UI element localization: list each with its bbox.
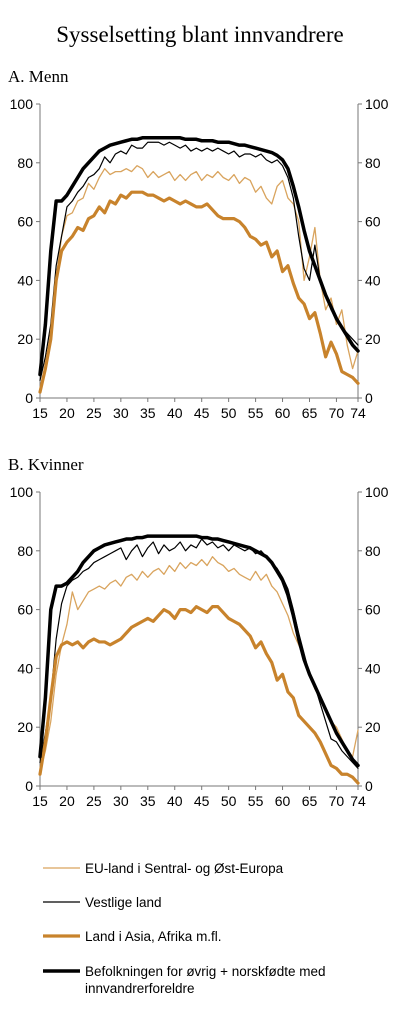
series-line-vest	[39, 141, 359, 381]
x-tick-label: 55	[248, 793, 264, 809]
x-tick-label: 65	[302, 793, 318, 809]
legend: EU-land i Sentral- og Øst-Europa Vestlig…	[43, 861, 326, 996]
legend-label-vest: Vestlige land	[85, 895, 162, 910]
y-tick-label-right: 0	[365, 390, 373, 406]
x-tick-label: 15	[32, 793, 48, 809]
chart-panel-menn: A. Menn 0 0 20 20 40 40 60 60 80 80 100 100 15 20 25 30…	[8, 67, 389, 421]
legend-item-vest: Vestlige land	[43, 895, 162, 910]
series-line-vest	[39, 538, 359, 769]
x-tick-label: 70	[329, 793, 345, 809]
panel-title-menn: A. Menn	[8, 67, 69, 86]
tick-group: 0 0 20 20 40 40 60 60 80 80 100 100 15 20 25 30 35 40 45 50…	[10, 96, 389, 421]
y-tick-label-right: 0	[365, 778, 373, 794]
series-group	[38, 136, 360, 394]
series-line-eu	[39, 556, 359, 772]
x-tick-label: 70	[329, 405, 345, 421]
series-line-befolkning	[38, 136, 360, 377]
y-tick-label-right: 20	[365, 719, 381, 735]
y-tick-label-left: 0	[25, 390, 33, 406]
x-tick-label: 50	[221, 405, 237, 421]
series-line-asia	[38, 190, 360, 394]
x-tick-label: 55	[248, 405, 264, 421]
y-tick-label-left: 0	[25, 778, 33, 794]
y-tick-label-left: 60	[17, 602, 33, 618]
x-tick-label: 40	[167, 405, 183, 421]
figure-title: Sysselsetting blant innvandrere	[56, 22, 343, 47]
chart-panel-kvinner: B. Kvinner 0 0 20 20 40 40 60 60 80 80 100 100 15 20 2…	[8, 455, 389, 809]
x-tick-label: 15	[32, 405, 48, 421]
y-tick-label-right: 20	[365, 331, 381, 347]
y-tick-label-left: 80	[17, 155, 33, 171]
x-tick-label: 50	[221, 793, 237, 809]
y-tick-label-right: 60	[365, 602, 381, 618]
y-tick-label-right: 40	[365, 660, 381, 676]
x-tick-label: 35	[140, 405, 156, 421]
y-tick-label-left: 60	[17, 214, 33, 230]
x-tick-label: 65	[302, 405, 318, 421]
y-tick-label-right: 40	[365, 272, 381, 288]
x-tick-label: 60	[275, 793, 291, 809]
series-group	[38, 534, 360, 785]
y-tick-label-left: 100	[10, 96, 34, 112]
legend-label-befolkning-line1: Befolkningen for øvrig + norskfødte med	[85, 964, 326, 979]
legend-label-asia: Land i Asia, Afrika m.fl.	[85, 929, 222, 944]
y-tick-label-right: 100	[365, 484, 389, 500]
series-line-eu	[39, 165, 359, 390]
y-tick-label-left: 20	[17, 331, 33, 347]
y-tick-label-left: 20	[17, 719, 33, 735]
x-tick-label: 74	[350, 793, 366, 809]
y-tick-label-left: 40	[17, 272, 33, 288]
x-tick-label: 30	[113, 405, 129, 421]
x-tick-label: 20	[59, 405, 75, 421]
legend-item-eu: EU-land i Sentral- og Øst-Europa	[43, 861, 284, 876]
panel-title-kvinner: B. Kvinner	[8, 455, 84, 474]
y-tick-label-left: 100	[10, 484, 34, 500]
legend-item-asia: Land i Asia, Afrika m.fl.	[43, 929, 222, 944]
y-tick-label-right: 100	[365, 96, 389, 112]
y-tick-label-right: 60	[365, 214, 381, 230]
y-tick-label-left: 80	[17, 543, 33, 559]
x-tick-label: 20	[59, 793, 75, 809]
tick-group: 0 0 20 20 40 40 60 60 80 80 100 100 15 20 25 30 35 40 45 50…	[10, 484, 389, 809]
y-tick-label-left: 40	[17, 660, 33, 676]
y-tick-label-right: 80	[365, 155, 381, 171]
x-tick-label: 30	[113, 793, 129, 809]
x-tick-label: 25	[86, 405, 102, 421]
y-tick-label-right: 80	[365, 543, 381, 559]
x-tick-label: 25	[86, 793, 102, 809]
x-tick-label: 74	[350, 405, 366, 421]
x-tick-label: 45	[194, 405, 210, 421]
legend-label-eu: EU-land i Sentral- og Øst-Europa	[85, 861, 284, 876]
x-tick-label: 45	[194, 793, 210, 809]
legend-label-befolkning-line2: innvandrerforeldre	[85, 981, 195, 996]
x-tick-label: 40	[167, 793, 183, 809]
legend-item-befolkning: Befolkningen for øvrig + norskfødte med …	[43, 964, 326, 996]
x-tick-label: 60	[275, 405, 291, 421]
series-line-asia	[38, 605, 360, 785]
x-tick-label: 35	[140, 793, 156, 809]
series-line-befolkning	[38, 534, 360, 768]
